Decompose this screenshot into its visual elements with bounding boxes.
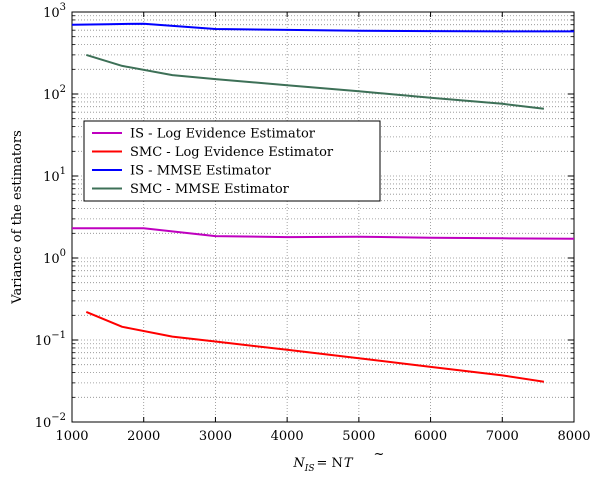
series-line-3 <box>71 22 574 33</box>
grid-lines <box>72 12 574 422</box>
series-line-4 <box>86 53 545 110</box>
x-tick-label: 3000 <box>199 429 232 444</box>
y-tick-label: 101 <box>43 166 66 185</box>
x-tick-label: 6000 <box>414 429 447 444</box>
x-tick-label: 7000 <box>486 429 519 444</box>
x-tick-label: 2000 <box>127 429 160 444</box>
y-tick-label: 10−1 <box>35 330 66 349</box>
series-line-1 <box>72 227 575 240</box>
legend-entry: SMC - MMSE Estimator <box>130 182 290 197</box>
y-tick-label: 103 <box>43 2 66 21</box>
y-tick-label: 10−2 <box>35 412 66 431</box>
series-line-2 <box>85 310 545 383</box>
x-tick-label: 5000 <box>342 429 375 444</box>
legend-entry: IS - MMSE Estimator <box>130 164 272 179</box>
legend-entry: SMC - Log Evidence Estimator <box>130 145 334 160</box>
legend: IS - Log Evidence Estimator SMC - Log Evi… <box>83 120 381 202</box>
x-tick-label: 8000 <box>557 429 590 444</box>
x-tick-label: 1000 <box>55 429 88 444</box>
y-tick-label: 100 <box>43 248 66 267</box>
y-tick-label: 102 <box>43 84 66 103</box>
legend-entry: IS - Log Evidence Estimator <box>130 127 316 142</box>
legend-box <box>83 120 381 202</box>
axis-ticks: 1000 2000 3000 4000 5000 6000 7000 8000 10−2 10−1… <box>35 2 591 444</box>
x-tick-label: 4000 <box>271 429 304 444</box>
x-axis-label-tilde: ~ <box>374 447 385 462</box>
x-axis-label: NIS = NT <box>292 456 354 474</box>
y-axis-label: Variance of the estimators <box>10 130 25 305</box>
series-lines <box>71 22 575 383</box>
plot-frame <box>71 11 575 423</box>
